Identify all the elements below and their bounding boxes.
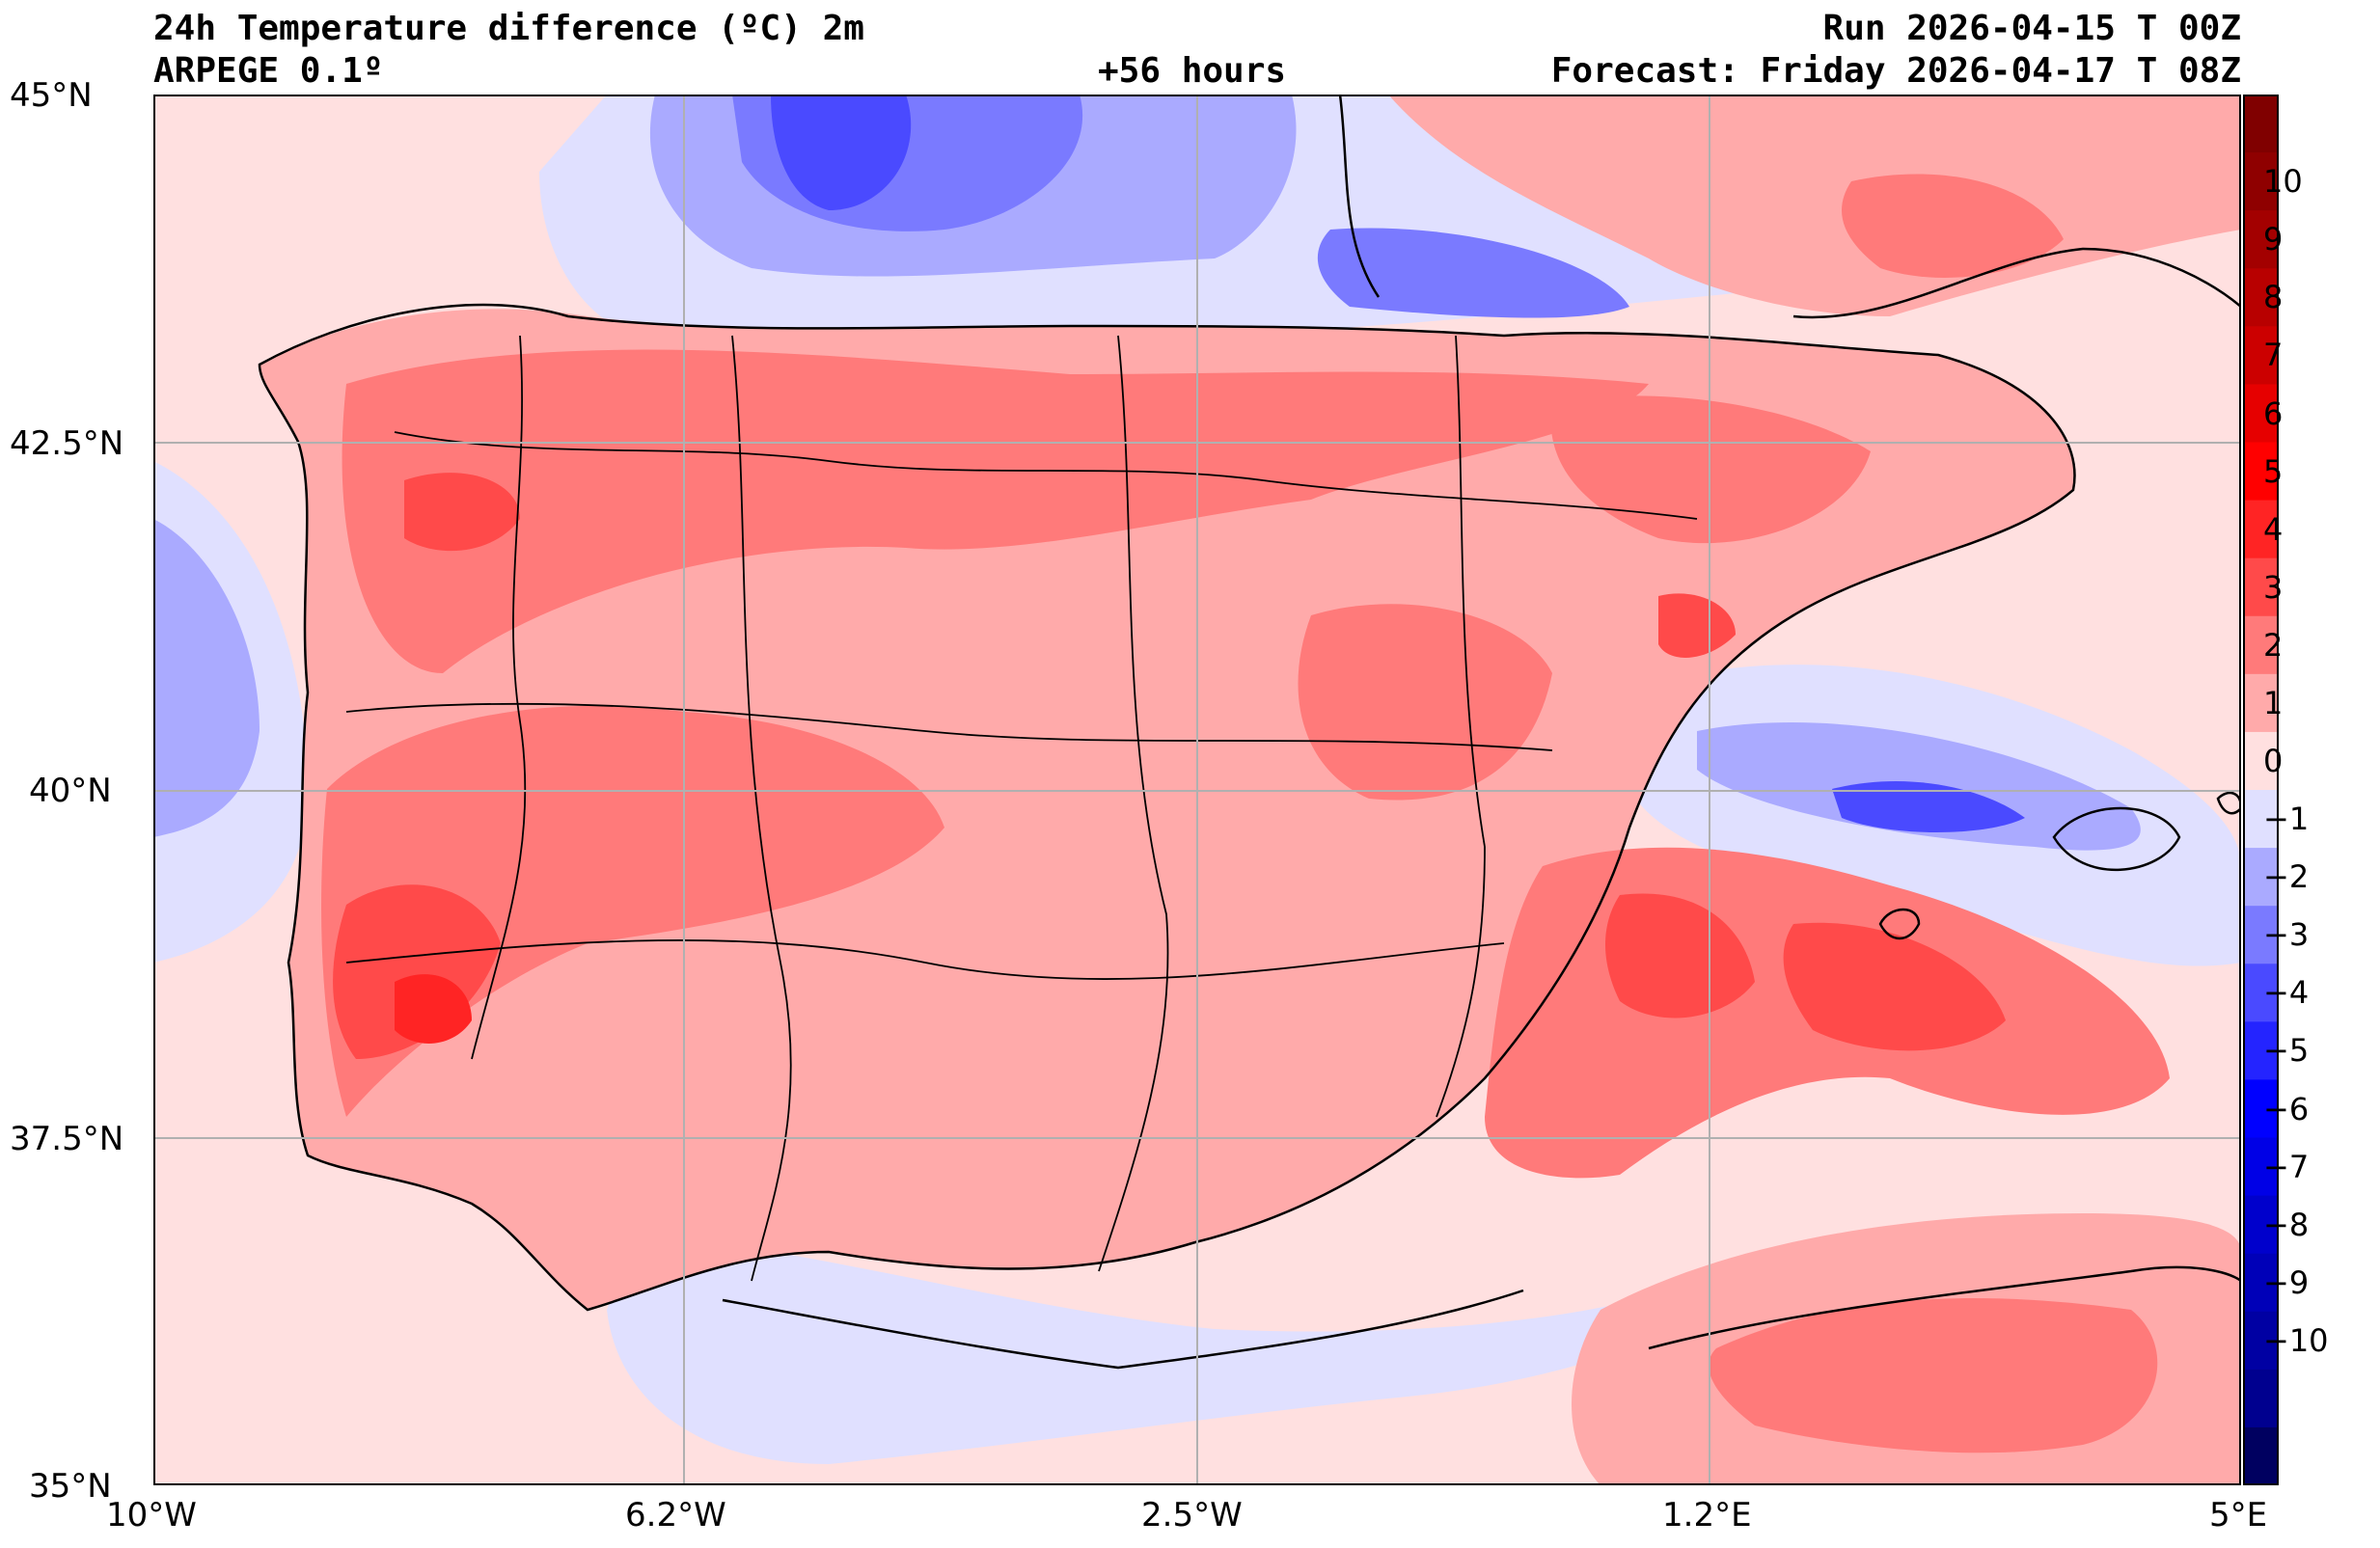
run-time: Run 2026-04-15 T 00Z xyxy=(1822,9,2241,48)
lat-label-45n: 45°N xyxy=(10,76,93,115)
colorbar-segment xyxy=(2243,1369,2279,1428)
iberia-coastline xyxy=(258,303,2076,1312)
ibiza-outline xyxy=(1878,908,1921,940)
temperature-map xyxy=(153,95,2241,1485)
region-border-middle xyxy=(1098,335,1169,1272)
colorbar-frame xyxy=(2243,95,2279,1485)
colorbar-tick-label: 5 xyxy=(2263,452,2284,490)
colorbar-segment xyxy=(2243,326,2279,385)
colorbar-segment xyxy=(2243,906,2279,964)
region-border-north xyxy=(394,431,1698,520)
colorbar-tick-label: 1 xyxy=(2263,684,2284,721)
colorbar-tick-label: 2 xyxy=(2263,626,2284,664)
colorbar-segment xyxy=(2243,442,2279,502)
colorbar-tick-label: 9 xyxy=(2263,221,2284,258)
lead-time: +56 hours xyxy=(1098,51,1287,91)
alboran-negative-zone xyxy=(607,1233,1707,1464)
extremadura-hot-spot xyxy=(333,884,501,1059)
colorbar-segment xyxy=(2243,1195,2279,1255)
atlantic-cool-core xyxy=(153,519,260,837)
colorbar-tick-label: −4 xyxy=(2263,974,2310,1012)
ebro-hot-spot xyxy=(1658,593,1736,658)
colorbar-tick-label: 4 xyxy=(2263,510,2284,548)
lon-label-1-2e: 1.2°E xyxy=(1662,1496,1752,1534)
colorbar-tick-label: −1 xyxy=(2263,801,2310,837)
lat-label-42-5n: 42.5°N xyxy=(10,424,124,463)
colorbar-tick-label: −8 xyxy=(2263,1206,2310,1243)
lat-label-35n: 35°N xyxy=(29,1467,112,1506)
colorbar-segment xyxy=(2243,210,2279,269)
colorbar-tick-label: −10 xyxy=(2263,1321,2329,1359)
lon-label-5e: 5°E xyxy=(2209,1496,2268,1534)
colorbar-segment xyxy=(2243,790,2279,849)
colorbar-segment xyxy=(2243,268,2279,327)
colorbar-segment xyxy=(2243,1253,2279,1313)
north-iberia-warm-zone xyxy=(342,349,1650,673)
colorbar-tick-label: 6 xyxy=(2263,394,2284,432)
extremadura-hottest-spot xyxy=(395,974,472,1044)
colorbar-segment xyxy=(2243,1311,2279,1371)
region-border-east xyxy=(1436,335,1486,1118)
region-border-south xyxy=(345,939,1505,981)
west-iberia-warm-zone xyxy=(321,705,944,1117)
galicia-hot-spot xyxy=(404,473,520,552)
france-warm-zone xyxy=(1842,174,2064,278)
mallorca-outline xyxy=(2052,806,2181,871)
gulf-of-lion-cool-zone xyxy=(1317,228,1629,318)
colorbar-segment xyxy=(2243,500,2279,559)
colorbar-segment xyxy=(2243,848,2279,907)
colorbar-segment xyxy=(2243,615,2279,675)
lat-label-37-5n: 37.5°N xyxy=(10,1120,124,1158)
lon-label-6-2w: 6.2°W xyxy=(625,1496,726,1534)
colorbar-tick-label: −3 xyxy=(2263,916,2310,954)
map-svg xyxy=(153,95,2241,1485)
france-spain-coast xyxy=(1338,95,1381,298)
portugal-border xyxy=(471,335,527,1060)
colorbar-segment xyxy=(2243,964,2279,1022)
colorbar-tick-label: −5 xyxy=(2263,1032,2310,1070)
lon-label-2-5w: 2.5°W xyxy=(1141,1496,1243,1534)
lon-label-10w: 10°W xyxy=(106,1496,197,1534)
balearic-sea-cold-core xyxy=(1832,780,2025,832)
colorbar xyxy=(2243,95,2279,1485)
lat-label-40n: 40°N xyxy=(29,772,112,810)
france-mediterranean-coast xyxy=(1792,247,2241,319)
colorbar-segment xyxy=(2243,95,2279,153)
biscay-coldest-zone xyxy=(771,95,912,210)
colorbar-tick-label: −7 xyxy=(2263,1148,2310,1185)
mediterranean-hot-east xyxy=(1783,922,2006,1051)
colorbar-tick-label: 10 xyxy=(2263,163,2303,201)
aragon-warm-zone xyxy=(1298,604,1552,801)
colorbar-segment xyxy=(2243,1137,2279,1197)
colorbar-segment xyxy=(2243,1079,2279,1138)
colorbar-tick-label: 7 xyxy=(2263,337,2284,374)
morocco-coast xyxy=(722,1289,1524,1370)
colorbar-segment xyxy=(2243,152,2279,211)
colorbar-segment xyxy=(2243,673,2279,733)
catalonia-warm-zone xyxy=(1550,395,1871,544)
map-title: 24h Temperature difference (ºC) 2m xyxy=(153,9,864,48)
region-border-west xyxy=(731,335,792,1282)
model-name: ARPEGE 0.1º xyxy=(153,51,384,91)
map-frame xyxy=(153,95,2241,1485)
colorbar-tick-label: 3 xyxy=(2263,568,2284,606)
colorbar-tick-label: 8 xyxy=(2263,279,2284,316)
colorbar-segment xyxy=(2243,557,2279,617)
colorbar-tick-label: −2 xyxy=(2263,858,2310,896)
north-africa-warm-zone xyxy=(1709,1298,2158,1453)
colorbar-tick-label: 0 xyxy=(2263,743,2284,779)
colorbar-segment xyxy=(2243,1426,2279,1485)
colorbar-tick-label: −6 xyxy=(2263,1090,2310,1127)
region-border-central xyxy=(345,702,1553,751)
colorbar-segment xyxy=(2243,384,2279,443)
mediterranean-hot-west xyxy=(1605,893,1755,1018)
forecast-time: Forecast: Friday 2026-04-17 T 08Z xyxy=(1550,51,2241,91)
colorbar-segment xyxy=(2243,1021,2279,1080)
colorbar-segment xyxy=(2243,731,2279,791)
colorbar-tick-label: −9 xyxy=(2263,1263,2310,1301)
menorca-outline xyxy=(2216,791,2241,815)
algeria-coast xyxy=(1648,1265,2241,1350)
